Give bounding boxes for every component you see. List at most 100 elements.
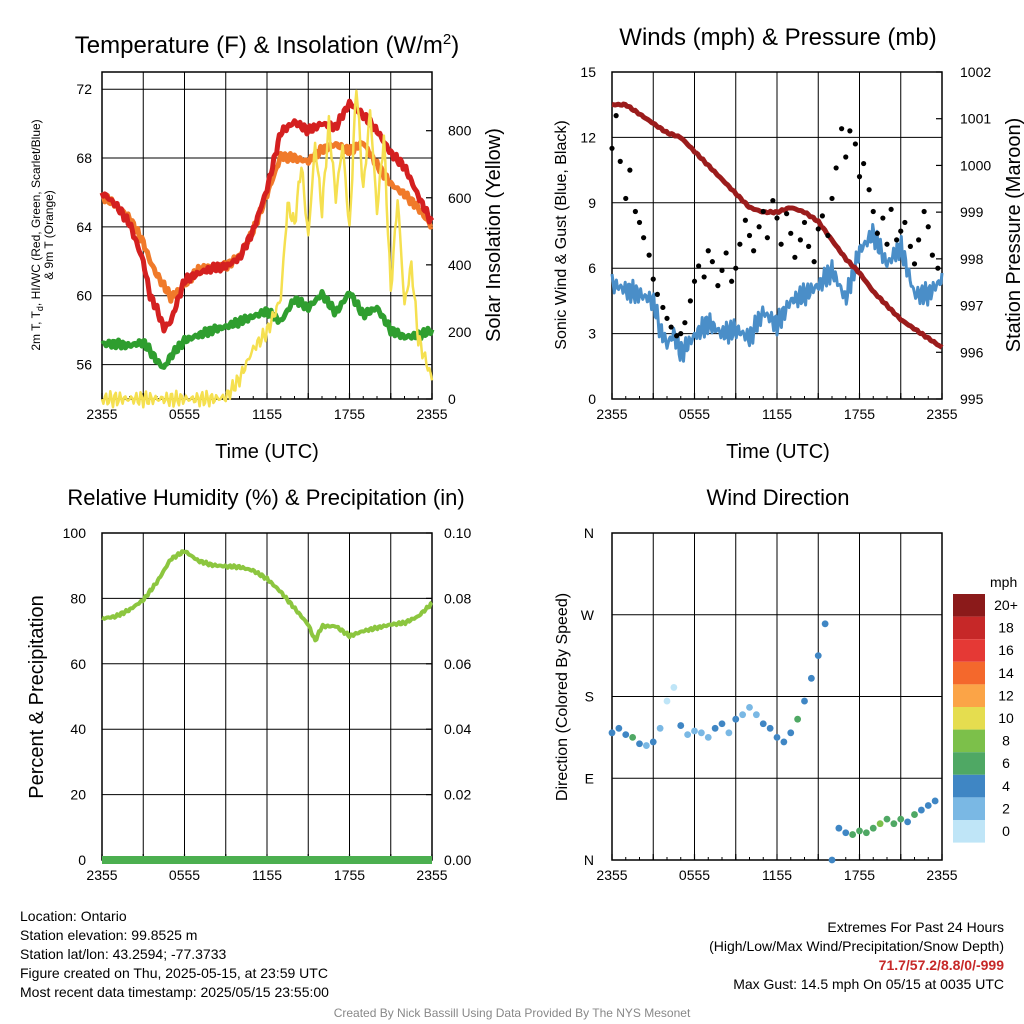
gust-point xyxy=(709,259,715,265)
gust-point xyxy=(641,235,647,241)
y-tick-label: 0 xyxy=(588,391,596,407)
x-tick-label: 1755 xyxy=(334,406,365,422)
x-tick-label: 1155 xyxy=(252,406,282,422)
direction-point xyxy=(663,697,671,705)
direction-point xyxy=(780,738,788,746)
gust-point xyxy=(861,160,867,167)
y2-tick-label: 0.02 xyxy=(444,787,471,803)
y-tick-label: N xyxy=(584,852,594,868)
gust-point xyxy=(839,126,845,132)
x-tick-label: 2355 xyxy=(926,406,957,422)
gust-point xyxy=(623,195,629,202)
legend-swatch xyxy=(953,661,985,685)
gust-point xyxy=(678,331,684,337)
y2-tick-label: 200 xyxy=(448,324,472,340)
direction-point xyxy=(835,824,843,832)
gust-point xyxy=(705,248,711,254)
direction-point xyxy=(752,711,760,719)
x-tick-label: 2355 xyxy=(86,406,117,422)
legend-swatch xyxy=(953,774,985,798)
legend-label: 16 xyxy=(998,642,1014,658)
y2-tick-label: 995 xyxy=(960,391,984,407)
gust-point xyxy=(760,208,766,215)
gust-point xyxy=(815,226,821,232)
gust-point xyxy=(833,165,839,171)
y2-tick-label: 999 xyxy=(960,204,984,220)
latlon-text: Station lat/lon: 43.2594; -77.3733 xyxy=(20,946,227,962)
x-tick-label: 1155 xyxy=(762,406,792,422)
plot-border xyxy=(611,71,943,400)
gust-point xyxy=(797,237,803,243)
y-tick-label: 6 xyxy=(588,260,596,276)
direction-point xyxy=(890,820,898,828)
direction-point xyxy=(821,620,829,628)
gust-point xyxy=(742,217,748,223)
gust-point xyxy=(929,252,935,258)
gust-point xyxy=(723,250,729,256)
y2-tick-label: 800 xyxy=(448,123,472,139)
created-text: Figure created on Thu, 2025-05-15, at 23… xyxy=(20,965,328,981)
x-tick-label: 1755 xyxy=(844,867,875,883)
y-tick-label: 100 xyxy=(63,525,87,541)
y2-axis-label: Station Pressure (Maroon) xyxy=(1003,118,1024,353)
gust-point xyxy=(806,243,812,249)
recent-data-text: Most recent data timestamp: 2025/05/15 2… xyxy=(20,984,329,1000)
gust-point xyxy=(691,278,698,284)
direction-point xyxy=(677,722,685,729)
gust-point xyxy=(874,230,880,236)
y2-tick-label: 0.08 xyxy=(444,590,471,606)
direction-point xyxy=(642,742,650,749)
legend-label: 6 xyxy=(1002,755,1010,771)
legend-label: 10 xyxy=(998,710,1014,726)
x-tick-label: 2355 xyxy=(416,867,447,883)
y-tick-label: 0 xyxy=(78,852,86,868)
pressure-line xyxy=(611,101,944,350)
legend-swatch xyxy=(953,616,985,640)
y2-tick-label: 400 xyxy=(448,257,472,273)
legend-title: mph xyxy=(990,574,1017,590)
direction-point xyxy=(649,738,657,746)
gust-point xyxy=(729,278,735,284)
y-tick-label: 68 xyxy=(76,150,92,166)
gust-point xyxy=(902,219,908,226)
y-tick-label: 9 xyxy=(588,195,596,211)
y-tick-label: S xyxy=(585,689,594,705)
legend-label: 18 xyxy=(998,620,1014,636)
chart-title: Temperature (F) & Insolation (W/m2) xyxy=(75,31,459,59)
legend-swatch xyxy=(953,594,985,617)
temperature-line xyxy=(100,289,435,370)
direction-point xyxy=(911,811,918,818)
legend-swatch xyxy=(953,707,985,730)
direction-point xyxy=(704,733,712,741)
y-tick-label: 20 xyxy=(70,787,86,803)
gust-point xyxy=(884,241,890,247)
direction-point xyxy=(670,684,678,691)
gust-point xyxy=(921,208,927,215)
gust-point xyxy=(770,198,776,204)
humidity-panel: 0 20 40 60 80 100 0.00 0.02 0.04 0.06 0.08 0.10 2355… xyxy=(26,485,471,883)
x-tick-label: 2355 xyxy=(596,867,627,883)
direction-point xyxy=(746,704,753,711)
gust-point xyxy=(609,145,615,151)
x-tick-label: 0555 xyxy=(169,867,200,883)
y-axis-label-line2: & 9m T (Orange) xyxy=(42,190,56,280)
gust-point xyxy=(737,241,743,247)
legend-swatch xyxy=(953,752,985,775)
gust-point xyxy=(870,208,876,215)
y-tick-label: 60 xyxy=(76,288,92,304)
gust-point xyxy=(784,211,790,217)
y-tick-label: E xyxy=(585,770,594,786)
direction-point xyxy=(622,731,630,739)
legend-swatch xyxy=(953,797,985,820)
max-gust-text: Max Gust: 14.5 mph On 05/15 at 0035 UTC xyxy=(733,976,1004,992)
chart-title: Wind Direction xyxy=(706,485,849,510)
gust-point xyxy=(866,187,872,193)
gust-point xyxy=(751,248,757,254)
y2-tick-label: 1002 xyxy=(960,64,991,80)
elevation-text: Station elevation: 99.8525 m xyxy=(20,927,198,943)
direction-point xyxy=(931,797,939,805)
temperature-panel: 56 60 64 68 72 0 200 400 600 800 2355 0555 1155 1755 2… xyxy=(29,31,505,463)
gust-point xyxy=(654,291,660,297)
